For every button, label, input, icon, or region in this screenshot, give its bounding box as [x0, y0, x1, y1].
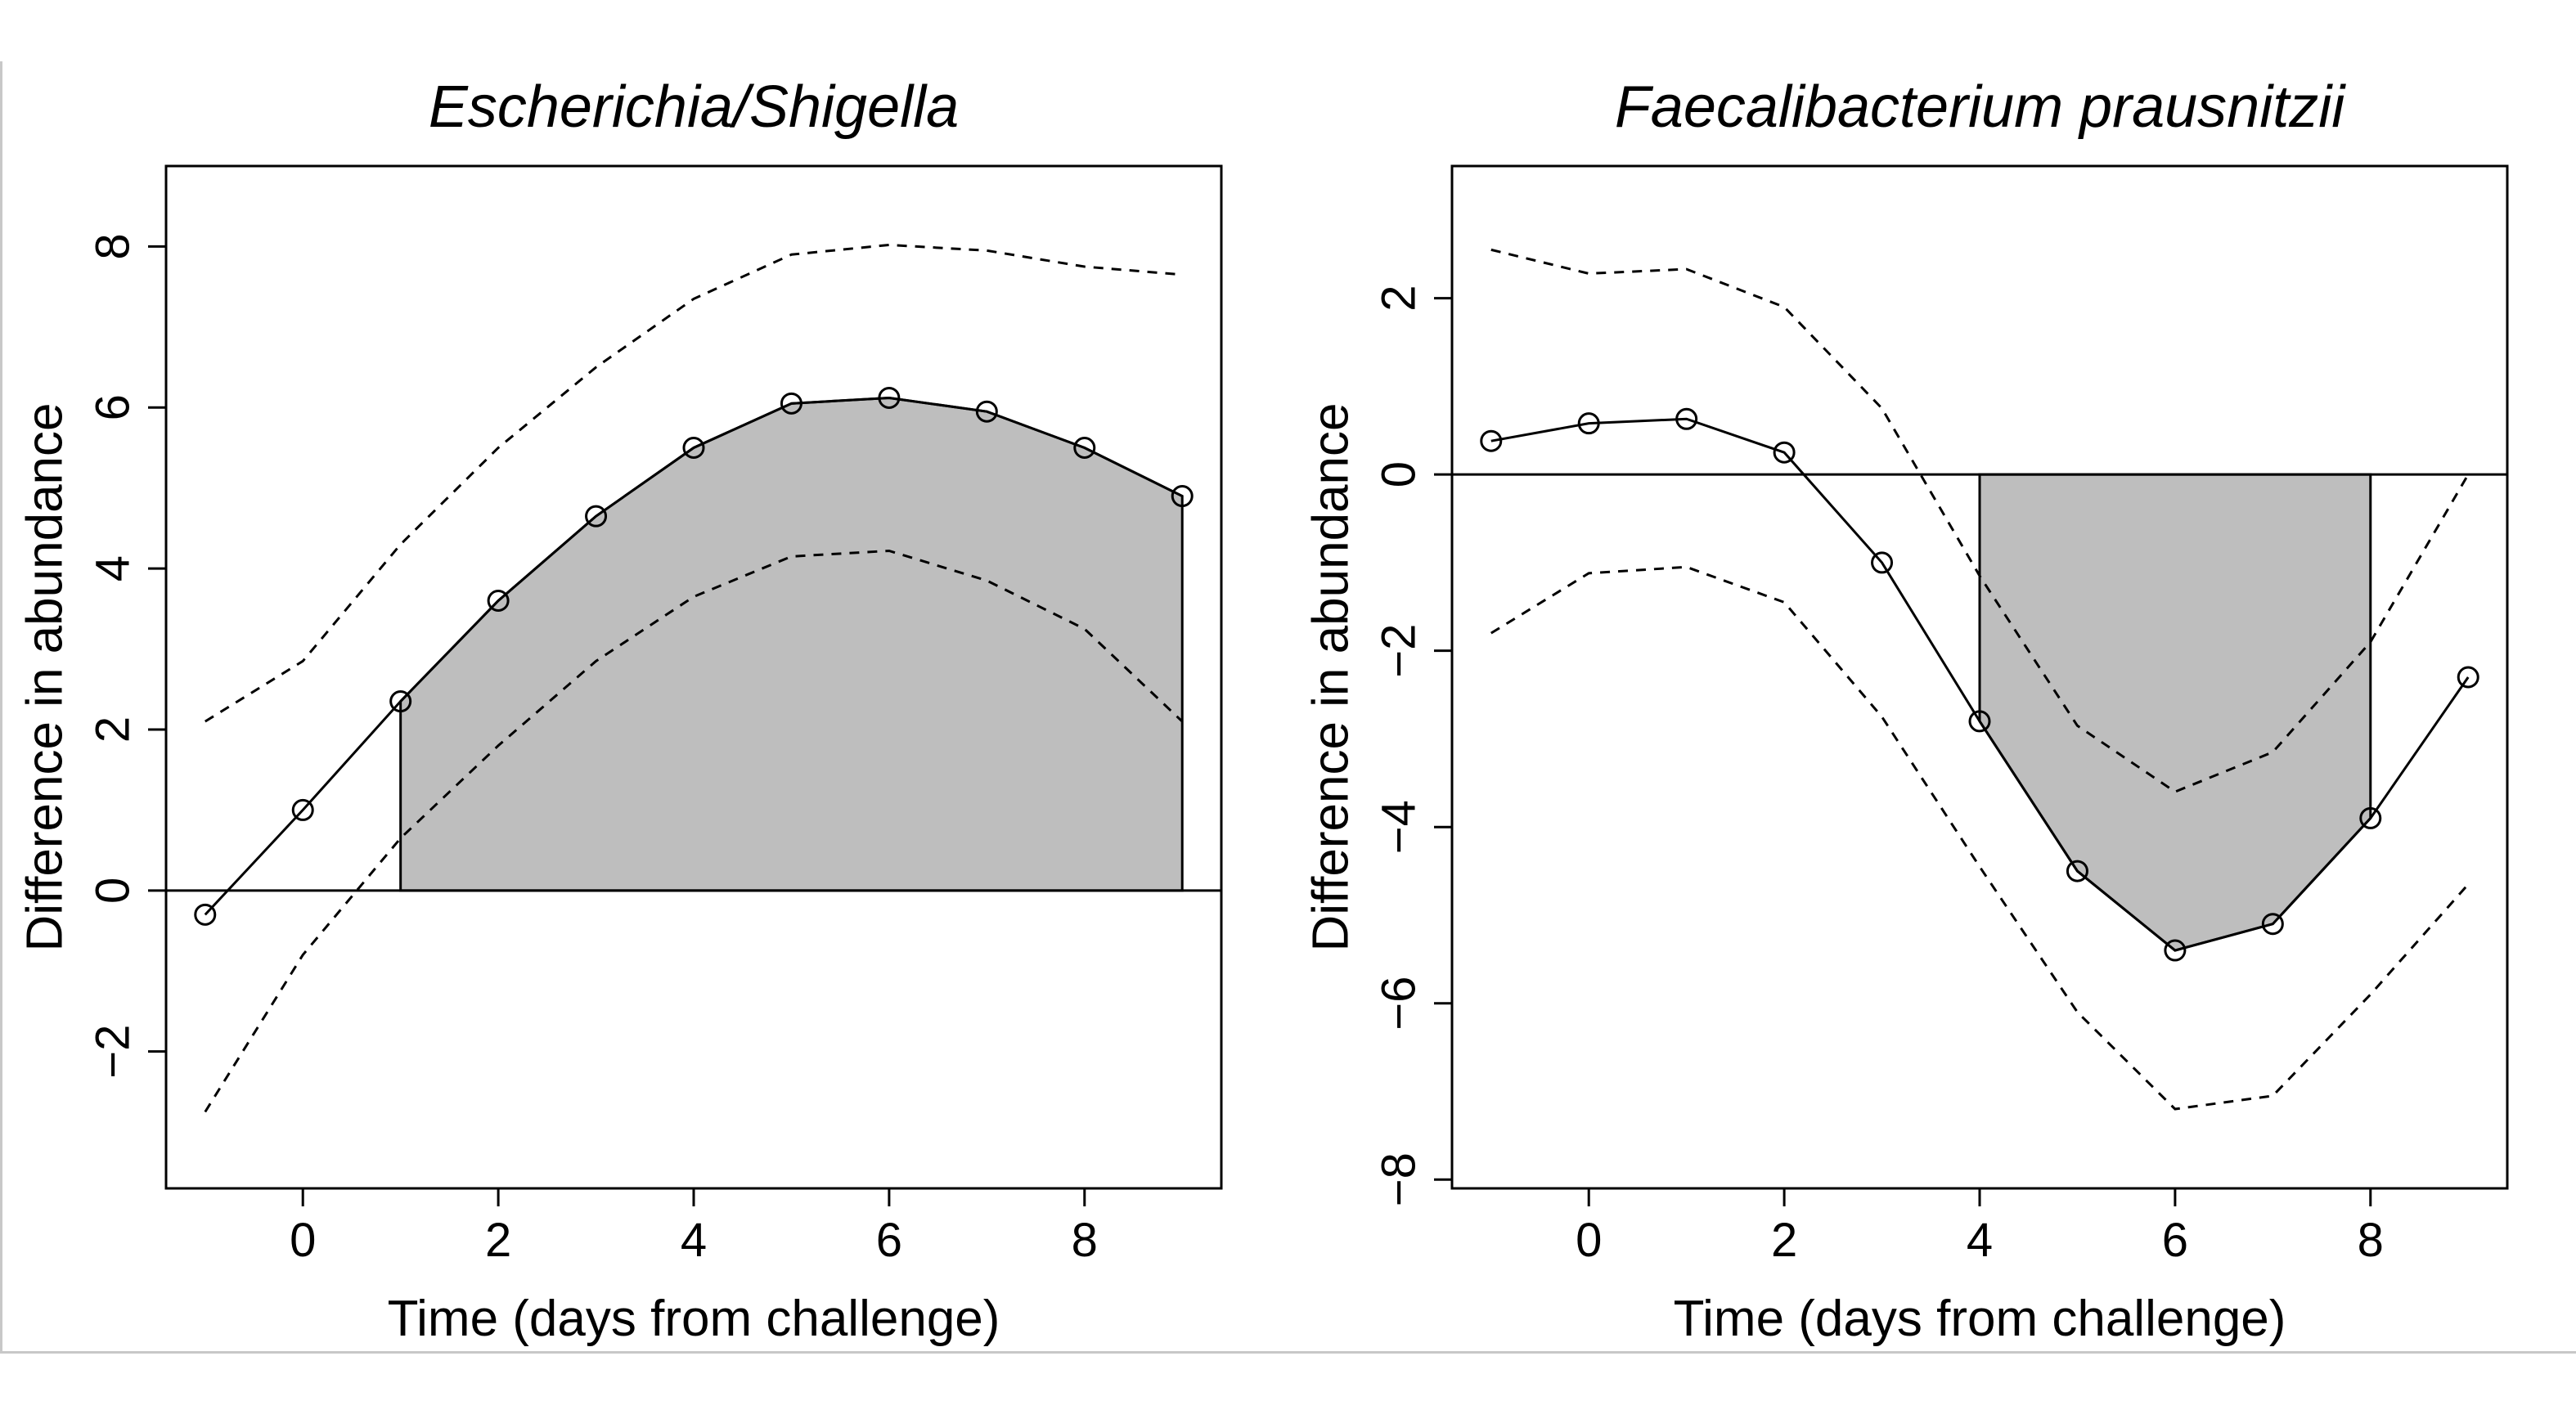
x-tick-label: 0 — [290, 1214, 316, 1267]
y-tick-label: −6 — [1373, 977, 1426, 1031]
y-axis-label: Difference in abundance — [17, 402, 74, 951]
estimate-line — [1490, 417, 2470, 952]
x-tick-label: 2 — [1771, 1214, 1797, 1267]
data-point-circle — [291, 798, 314, 821]
window-frame-left-edge — [0, 61, 2, 1354]
upper-dashed-band-line — [204, 243, 1183, 723]
data-point-circle — [975, 400, 998, 423]
x-tick-label: 4 — [681, 1214, 707, 1267]
x-tick-label: 4 — [1967, 1214, 1993, 1267]
data-point-circle — [1871, 551, 1894, 574]
chart-title: Escherichia/Shigella — [429, 74, 959, 140]
data-point-circle — [1773, 441, 1796, 464]
data-point-circle — [1480, 429, 1503, 452]
data-point-circle — [1675, 407, 1698, 430]
shaded-area — [399, 396, 1184, 892]
data-point-circle — [1577, 412, 1600, 435]
x-tick-label: 6 — [2162, 1214, 2188, 1267]
y-tick-label: 2 — [87, 716, 140, 743]
data-point-circle — [585, 505, 608, 528]
x-tick-label: 8 — [2358, 1214, 2384, 1267]
y-tick-label: 0 — [87, 878, 140, 904]
data-point-circle — [2066, 860, 2088, 882]
y-tick-label: −4 — [1373, 800, 1426, 854]
shaded-area — [1978, 473, 2372, 952]
data-point-circle — [682, 436, 705, 459]
chart-panel-2: 0 2 4 6 8 −8 −6 −4 −2 0 2 Faecalibacterium prausnit… — [1303, 74, 2509, 1347]
data-point-circle — [389, 690, 412, 713]
data-point-circle — [2261, 913, 2284, 936]
x-tick-label: 8 — [1072, 1214, 1098, 1267]
data-point-circle — [194, 903, 217, 926]
y-tick-label: 6 — [87, 394, 140, 420]
data-point-circle — [2359, 806, 2382, 829]
data-point-circle — [1073, 436, 1096, 459]
x-axis-label: Time (days from challenge) — [388, 1291, 1000, 1347]
data-point-circle — [878, 386, 901, 409]
x-axis-label: Time (days from challenge) — [1674, 1291, 2286, 1347]
chart-panel-1: 0 2 4 6 8 −2 0 2 4 6 8 Escherichia/Shigella Time (da… — [17, 74, 1223, 1347]
window-frame-bottom-edge — [0, 1351, 2576, 1354]
y-tick-label: 0 — [1373, 461, 1426, 487]
y-tick-label: 4 — [87, 555, 140, 582]
y-tick-label: 8 — [87, 233, 140, 259]
data-point-circle — [487, 589, 510, 612]
y-tick-label: 2 — [1373, 285, 1426, 312]
x-tick-label: 0 — [1576, 1214, 1602, 1267]
data-point-circle — [780, 392, 802, 415]
lower-dashed-band-line — [1490, 565, 2470, 1111]
upper-dashed-band-line — [1490, 248, 2470, 793]
y-axis-label: Difference in abundance — [1303, 402, 1360, 951]
data-point-circle — [2457, 666, 2479, 689]
data-point-circle — [2164, 939, 2187, 962]
x-tick-label: 6 — [876, 1214, 902, 1267]
y-tick-label: −2 — [1373, 624, 1426, 678]
chart-title: Faecalibacterium prausnitzii — [1615, 74, 2346, 140]
data-point-circle — [1968, 710, 1991, 733]
y-tick-label: −8 — [1373, 1152, 1426, 1206]
y-tick-label: −2 — [87, 1025, 140, 1079]
estimate-line — [204, 396, 1183, 916]
x-tick-label: 2 — [485, 1214, 511, 1267]
data-point-circle — [1171, 485, 1194, 508]
